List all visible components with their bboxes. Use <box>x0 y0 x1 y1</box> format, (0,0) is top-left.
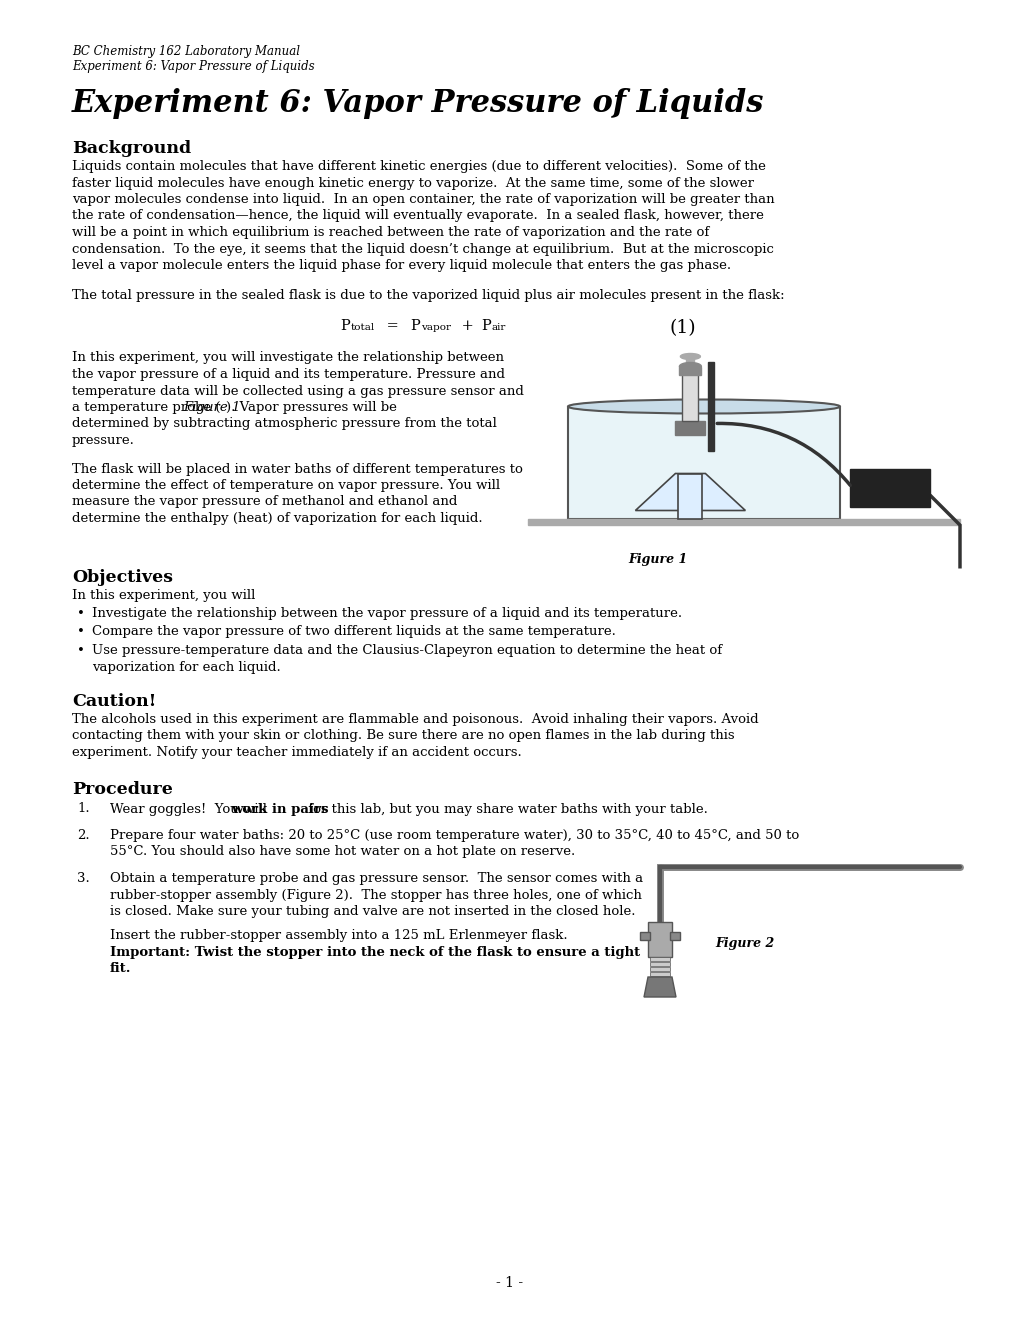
Text: The alcohols used in this experiment are flammable and poisonous.  Avoid inhalin: The alcohols used in this experiment are… <box>72 713 758 726</box>
Text: a temperature probe (: a temperature probe ( <box>72 401 220 414</box>
Text: 2.: 2. <box>76 829 90 842</box>
Text: Insert the rubber-stopper assembly into a 125 mL Erlenmeyer flask.: Insert the rubber-stopper assembly into … <box>110 929 567 942</box>
Text: Objectives: Objectives <box>72 569 173 586</box>
Ellipse shape <box>680 354 700 359</box>
Text: vaporization for each liquid.: vaporization for each liquid. <box>92 660 280 673</box>
Bar <box>708 362 713 450</box>
Text: pressure.: pressure. <box>72 434 135 447</box>
Bar <box>568 407 840 519</box>
Text: In this experiment, you will investigate the relationship between: In this experiment, you will investigate… <box>72 351 503 364</box>
Text: •: • <box>76 607 85 620</box>
Text: •: • <box>76 626 85 639</box>
Text: Investigate the relationship between the vapor pressure of a liquid and its temp: Investigate the relationship between the… <box>92 607 682 620</box>
Ellipse shape <box>679 363 701 371</box>
Text: Figure 1: Figure 1 <box>183 401 240 414</box>
Text: vapor: vapor <box>421 323 450 333</box>
Text: determined by subtracting atmospheric pressure from the total: determined by subtracting atmospheric pr… <box>72 417 496 430</box>
Text: P: P <box>339 319 350 334</box>
Text: +: + <box>457 319 478 334</box>
Text: 1.: 1. <box>76 803 90 816</box>
Text: is closed. Make sure your tubing and valve are not inserted in the closed hole.: is closed. Make sure your tubing and val… <box>110 906 635 917</box>
Text: Wear goggles!  You will: Wear goggles! You will <box>110 803 271 816</box>
Text: Important: Twist the stopper into the neck of the flask to ensure a tight: Important: Twist the stopper into the ne… <box>110 946 640 960</box>
Text: (1): (1) <box>669 319 696 338</box>
Bar <box>649 972 669 975</box>
Text: fit.: fit. <box>110 962 131 975</box>
Text: Compare the vapor pressure of two different liquids at the same temperature.: Compare the vapor pressure of two differ… <box>92 626 615 639</box>
Text: BC Chemistry 162 Laboratory Manual: BC Chemistry 162 Laboratory Manual <box>72 45 300 58</box>
Text: Figure 2: Figure 2 <box>714 937 773 950</box>
Text: The total pressure in the sealed flask is due to the vaporized liquid plus air m: The total pressure in the sealed flask i… <box>72 289 784 302</box>
Text: the vapor pressure of a liquid and its temperature. Pressure and: the vapor pressure of a liquid and its t… <box>72 368 504 381</box>
Text: •: • <box>76 644 85 657</box>
Text: - 1 -: - 1 - <box>496 1276 523 1290</box>
Text: Figure 1: Figure 1 <box>628 553 687 566</box>
Bar <box>647 921 672 957</box>
Text: P: P <box>410 319 420 334</box>
Text: 55°C. You should also have some hot water on a hot plate on reserve.: 55°C. You should also have some hot wate… <box>110 846 575 858</box>
Ellipse shape <box>568 400 840 413</box>
Polygon shape <box>643 977 676 997</box>
Text: faster liquid molecules have enough kinetic energy to vaporize.  At the same tim: faster liquid molecules have enough kine… <box>72 177 753 190</box>
Text: P: P <box>481 319 490 334</box>
Text: total: total <box>351 323 375 333</box>
Text: Prepare four water baths: 20 to 25°C (use room temperature water), 30 to 35°C, 4: Prepare four water baths: 20 to 25°C (us… <box>110 829 799 842</box>
Bar <box>849 469 929 507</box>
Bar <box>682 371 698 421</box>
Text: contacting them with your skin or clothing. Be sure there are no open flames in : contacting them with your skin or clothi… <box>72 730 734 742</box>
Bar <box>679 367 701 375</box>
Text: work in pairs: work in pairs <box>231 803 328 816</box>
Bar <box>675 421 705 434</box>
Text: determine the effect of temperature on vapor pressure. You will: determine the effect of temperature on v… <box>72 479 499 492</box>
Text: Liquids contain molecules that have different kinetic energies (due to different: Liquids contain molecules that have diff… <box>72 160 765 173</box>
Text: Experiment 6: Vapor Pressure of Liquids: Experiment 6: Vapor Pressure of Liquids <box>72 88 763 119</box>
Bar <box>639 932 649 940</box>
Text: temperature data will be collected using a gas pressure sensor and: temperature data will be collected using… <box>72 384 524 397</box>
Text: measure the vapor pressure of methanol and ethanol and: measure the vapor pressure of methanol a… <box>72 495 457 508</box>
Bar <box>678 474 702 519</box>
Text: Obtain a temperature probe and gas pressure sensor.  The sensor comes with a: Obtain a temperature probe and gas press… <box>110 873 643 884</box>
Bar <box>649 962 669 966</box>
Text: ). Vapor pressures will be: ). Vapor pressures will be <box>225 401 396 414</box>
Text: determine the enthalpy (heat) of vaporization for each liquid.: determine the enthalpy (heat) of vaporiz… <box>72 512 482 525</box>
Text: rubber-stopper assembly (Figure 2).  The stopper has three holes, one of which: rubber-stopper assembly (Figure 2). The … <box>110 888 641 902</box>
Text: Use pressure-temperature data and the Clausius-Clapeyron equation to determine t: Use pressure-temperature data and the Cl… <box>92 644 721 657</box>
Text: Procedure: Procedure <box>72 780 172 797</box>
Text: level a vapor molecule enters the liquid phase for every liquid molecule that en: level a vapor molecule enters the liquid… <box>72 259 731 272</box>
Text: Background: Background <box>72 140 191 157</box>
Text: 3.: 3. <box>76 873 90 884</box>
Bar <box>528 519 959 524</box>
Text: condensation.  To the eye, it seems that the liquid doesn’t change at equilibriu: condensation. To the eye, it seems that … <box>72 243 773 256</box>
Text: vapor molecules condense into liquid.  In an open container, the rate of vaporiz: vapor molecules condense into liquid. In… <box>72 193 773 206</box>
Bar <box>649 957 669 961</box>
Text: the rate of condensation—hence, the liquid will eventually evaporate.  In a seal: the rate of condensation—hence, the liqu… <box>72 210 763 223</box>
Text: air: air <box>491 323 505 333</box>
Text: Experiment 6: Vapor Pressure of Liquids: Experiment 6: Vapor Pressure of Liquids <box>72 59 314 73</box>
Text: for this lab, but you may share water baths with your table.: for this lab, but you may share water ba… <box>304 803 707 816</box>
Bar <box>649 968 669 972</box>
Text: In this experiment, you will: In this experiment, you will <box>72 589 255 602</box>
Bar <box>686 356 694 368</box>
FancyArrowPatch shape <box>716 424 850 486</box>
Bar <box>669 932 680 940</box>
Text: experiment. Notify your teacher immediately if an accident occurs.: experiment. Notify your teacher immediat… <box>72 746 522 759</box>
Text: The flask will be placed in water baths of different temperatures to: The flask will be placed in water baths … <box>72 462 523 475</box>
Polygon shape <box>635 474 745 511</box>
Text: will be a point in which equilibrium is reached between the rate of vaporization: will be a point in which equilibrium is … <box>72 226 708 239</box>
Text: =: = <box>382 319 403 334</box>
Text: Caution!: Caution! <box>72 693 156 710</box>
